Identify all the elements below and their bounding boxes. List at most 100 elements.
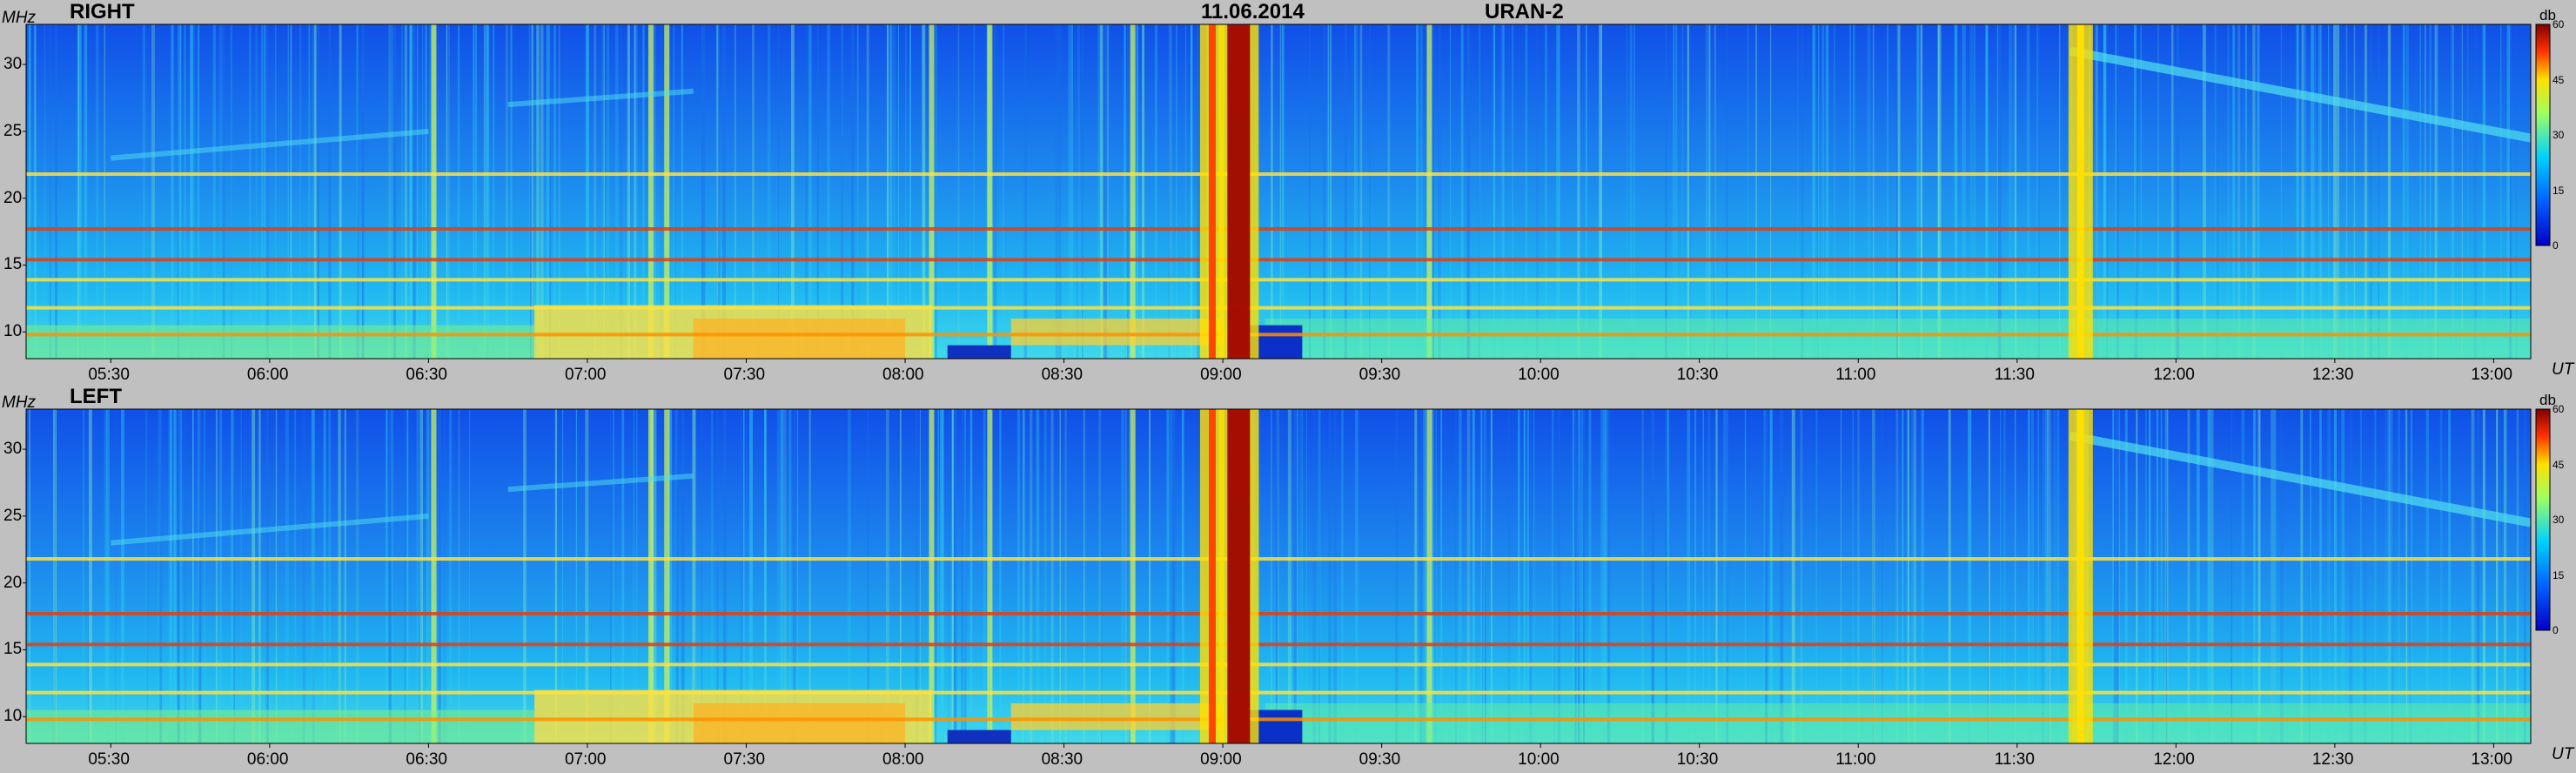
- texture-stripe: [2124, 409, 2128, 743]
- texture-stripe: [421, 24, 424, 359]
- colorbar-tick: 30: [2553, 514, 2565, 526]
- texture-stripe: [44, 24, 46, 359]
- texture-stripe: [425, 24, 427, 359]
- texture-stripe: [711, 409, 714, 743]
- texture-stripe: [2328, 24, 2330, 359]
- texture-stripe: [1985, 24, 1989, 359]
- y-tick-label: 25: [3, 506, 23, 525]
- burst-core: [1231, 502, 1247, 690]
- texture-stripe: [1633, 24, 1635, 359]
- texture-stripe: [105, 409, 110, 743]
- texture-stripe: [740, 409, 743, 743]
- interference-line: [26, 172, 2531, 177]
- texture-stripe: [1330, 24, 1332, 359]
- texture-stripe: [2241, 409, 2245, 743]
- burst-2: [2076, 409, 2084, 743]
- texture-stripe: [892, 24, 896, 359]
- texture-stripe: [1985, 24, 1989, 359]
- burst-core: [1231, 118, 1247, 306]
- texture-stripe: [1599, 24, 1602, 359]
- texture-stripe: [312, 409, 315, 743]
- texture-stripe: [1585, 24, 1587, 359]
- texture-stripe: [275, 24, 277, 359]
- x-tick-label: 11:30: [1994, 366, 2035, 384]
- texture-stripe: [1896, 24, 1898, 359]
- texture-stripe: [2524, 409, 2526, 743]
- texture-stripe: [1512, 24, 1513, 359]
- texture-stripe: [2364, 409, 2366, 743]
- texture-stripe: [1281, 24, 1285, 359]
- texture-stripe: [178, 24, 181, 359]
- texture-stripe: [2030, 409, 2034, 743]
- texture-stripe: [1968, 409, 1969, 743]
- texture-stripe: [28, 24, 31, 359]
- x-tick-label: 09:00: [1200, 366, 1242, 384]
- texture-stripe: [179, 409, 183, 743]
- texture-stripe: [1559, 24, 1560, 359]
- texture-stripe: [1466, 409, 1471, 743]
- texture-stripe: [1369, 24, 1371, 359]
- x-tick-label: 11:00: [1835, 750, 1876, 769]
- texture-stripe: [168, 409, 171, 743]
- x-tick-label: 07:00: [564, 750, 607, 769]
- texture-stripe: [764, 409, 767, 743]
- texture-stripe: [84, 24, 88, 359]
- texture-stripe: [969, 409, 973, 743]
- x-tick-label: 11:30: [1994, 750, 2035, 769]
- texture-stripe: [1651, 409, 1654, 743]
- texture-stripe: [1449, 24, 1452, 359]
- texture-stripe: [1533, 409, 1535, 743]
- texture-stripe: [1419, 409, 1423, 743]
- texture-stripe: [1036, 409, 1040, 743]
- texture-stripe: [2300, 409, 2304, 743]
- texture-stripe: [1414, 409, 1418, 743]
- texture-stripe: [191, 24, 193, 359]
- texture-stripe: [34, 24, 37, 359]
- texture-stripe: [2203, 24, 2206, 359]
- texture-stripe: [2318, 24, 2321, 359]
- texture-stripe: [405, 24, 407, 359]
- texture-stripe: [2370, 24, 2372, 359]
- texture-stripe: [2303, 24, 2306, 359]
- texture-stripe: [469, 409, 471, 743]
- texture-stripe: [613, 409, 614, 743]
- texture-stripe: [2439, 409, 2443, 743]
- texture-stripe: [2210, 409, 2214, 743]
- texture-stripe: [777, 24, 780, 359]
- texture-stripe: [146, 409, 149, 743]
- texture-stripe: [177, 24, 179, 359]
- texture-stripe: [781, 409, 784, 743]
- texture-stripe: [2112, 409, 2114, 743]
- texture-stripe: [2164, 409, 2169, 743]
- texture-stripe: [935, 24, 937, 359]
- texture-stripe: [808, 24, 812, 359]
- texture-stripe: [1271, 409, 1272, 743]
- texture-stripe: [2271, 409, 2274, 743]
- texture-stripe: [701, 24, 703, 359]
- texture-stripe: [654, 24, 656, 359]
- texture-stripe: [601, 24, 605, 359]
- texture-stripe: [2000, 409, 2002, 743]
- texture-stripe: [1022, 409, 1024, 743]
- texture-stripe: [1279, 24, 1282, 359]
- texture-stripe: [1423, 409, 1426, 743]
- texture-stripe: [536, 24, 540, 359]
- texture-stripe: [1676, 24, 1678, 359]
- interference-column: [431, 409, 437, 743]
- texture-stripe: [1184, 24, 1187, 359]
- texture-stripe: [681, 24, 683, 359]
- interference-column: [664, 24, 670, 359]
- texture-stripe: [2310, 409, 2311, 743]
- texture-stripe: [2112, 409, 2116, 743]
- texture-stripe: [2237, 24, 2241, 359]
- texture-stripe: [529, 24, 533, 359]
- texture-stripe: [2482, 409, 2485, 743]
- texture-stripe: [1459, 409, 1462, 743]
- texture-stripe: [1355, 409, 1358, 743]
- low-band-emission: [26, 709, 535, 743]
- texture-stripe: [1969, 24, 1974, 359]
- texture-stripe: [674, 24, 676, 359]
- x-tick-label: 06:00: [246, 750, 289, 769]
- texture-stripe: [294, 409, 297, 743]
